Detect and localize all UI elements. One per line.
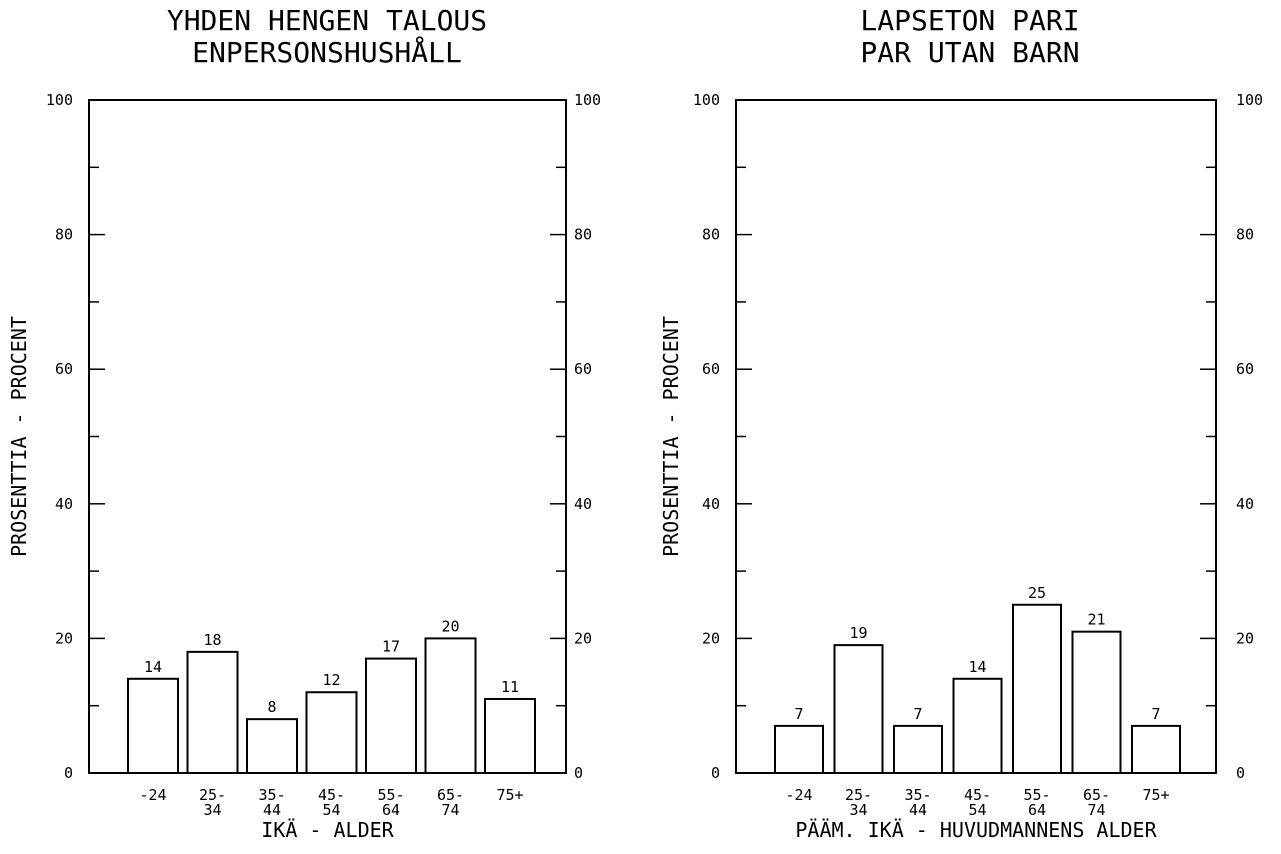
category-label: 54 xyxy=(322,801,340,819)
y-tick-label-right: 60 xyxy=(1236,360,1254,378)
category-label: 64 xyxy=(1028,801,1046,819)
bar-1 xyxy=(774,724,824,775)
bar-value-label: 19 xyxy=(849,624,867,642)
bar-value-label: 14 xyxy=(144,658,162,676)
category-label: 55- xyxy=(1023,786,1050,804)
category-label: -24 xyxy=(785,786,812,804)
x-axis-title: PÄÄM. IKÄ - HUVUDMANNENS ALDER xyxy=(795,818,1157,842)
bar-value-label: 11 xyxy=(501,678,519,696)
category-label: 45- xyxy=(964,786,991,804)
category-label: 35- xyxy=(258,786,285,804)
y-tick-label-left: 100 xyxy=(693,91,720,109)
chart-title-line: YHDEN HENGEN TALOUS xyxy=(167,4,487,37)
y-axis-title: PROSENTTIA - PROCENT xyxy=(659,316,683,557)
chart-title-line: ENPERSONSHUSHÅLL xyxy=(192,35,462,69)
y-tick-label-right: 20 xyxy=(574,629,592,647)
chart-title-line: LAPSETON PARI xyxy=(860,4,1079,37)
y-tick-label-left: 40 xyxy=(702,495,720,513)
y-tick-label-right: 60 xyxy=(574,360,592,378)
bar-5 xyxy=(1012,603,1062,774)
bar-value-label: 7 xyxy=(794,705,803,723)
y-tick-label-left: 0 xyxy=(64,764,73,782)
bar-6 xyxy=(424,637,477,775)
bar-1 xyxy=(127,677,179,775)
bar-3 xyxy=(246,718,298,774)
y-tick-label-left: 80 xyxy=(55,226,73,244)
y-tick-label-right: 40 xyxy=(574,495,592,513)
y-tick-label-left: 80 xyxy=(702,226,720,244)
y-tick-label-left: 20 xyxy=(702,629,720,647)
category-label: 75+ xyxy=(496,786,523,804)
y-tick-label-left: 100 xyxy=(46,91,73,109)
bar-value-label: 8 xyxy=(267,698,276,716)
category-label: 44 xyxy=(909,801,927,819)
bar-value-label: 20 xyxy=(441,617,459,635)
category-label: 55- xyxy=(377,786,404,804)
category-label: 44 xyxy=(263,801,281,819)
y-tick-label-right: 100 xyxy=(574,91,601,109)
category-label: 74 xyxy=(441,801,459,819)
x-axis-title: IKÄ - ALDER xyxy=(261,818,394,842)
category-label: 45- xyxy=(318,786,345,804)
category-label: 65- xyxy=(437,786,464,804)
y-tick-label-right: 100 xyxy=(1236,91,1263,109)
category-label: -24 xyxy=(139,786,166,804)
bar-value-label: 18 xyxy=(203,631,221,649)
bar-value-label: 21 xyxy=(1087,611,1105,629)
bar-3 xyxy=(893,724,943,775)
bar-value-label: 14 xyxy=(968,658,986,676)
category-label: 64 xyxy=(382,801,400,819)
y-tick-label-right: 20 xyxy=(1236,629,1254,647)
bar-7 xyxy=(1131,724,1181,775)
category-label: 74 xyxy=(1087,801,1105,819)
bar-4 xyxy=(952,677,1003,775)
category-label: 65- xyxy=(1083,786,1110,804)
y-tick-label-right: 80 xyxy=(1236,226,1254,244)
y-tick-label-left: 40 xyxy=(55,495,73,513)
bar-value-label: 17 xyxy=(382,638,400,656)
y-tick-label-left: 20 xyxy=(55,629,73,647)
y-tick-label-left: 60 xyxy=(55,360,73,378)
bar-4 xyxy=(305,691,358,774)
category-label: 25- xyxy=(845,786,872,804)
y-tick-label-left: 0 xyxy=(711,764,720,782)
y-tick-label-right: 0 xyxy=(1236,764,1245,782)
category-label: 34 xyxy=(849,801,867,819)
bar-7 xyxy=(484,697,536,774)
bar-value-label: 7 xyxy=(1151,705,1160,723)
chart-title-line: PAR UTAN BARN xyxy=(860,36,1079,69)
bar-5 xyxy=(365,657,417,775)
category-label: 25- xyxy=(199,786,226,804)
y-tick-label-left: 60 xyxy=(702,360,720,378)
category-label: 75+ xyxy=(1142,786,1169,804)
bar-2 xyxy=(186,650,239,774)
bar-value-label: 25 xyxy=(1028,584,1046,602)
bar-value-label: 7 xyxy=(913,705,922,723)
category-label: 54 xyxy=(968,801,986,819)
y-tick-label-right: 0 xyxy=(574,764,583,782)
bar-2 xyxy=(833,644,884,775)
category-label: 35- xyxy=(904,786,931,804)
bar-6 xyxy=(1071,630,1122,774)
y-tick-label-right: 80 xyxy=(574,226,592,244)
category-label: 34 xyxy=(203,801,221,819)
bar-value-label: 12 xyxy=(322,671,340,689)
y-axis-title: PROSENTTIA - PROCENT xyxy=(7,316,31,557)
y-tick-label-right: 40 xyxy=(1236,495,1254,513)
